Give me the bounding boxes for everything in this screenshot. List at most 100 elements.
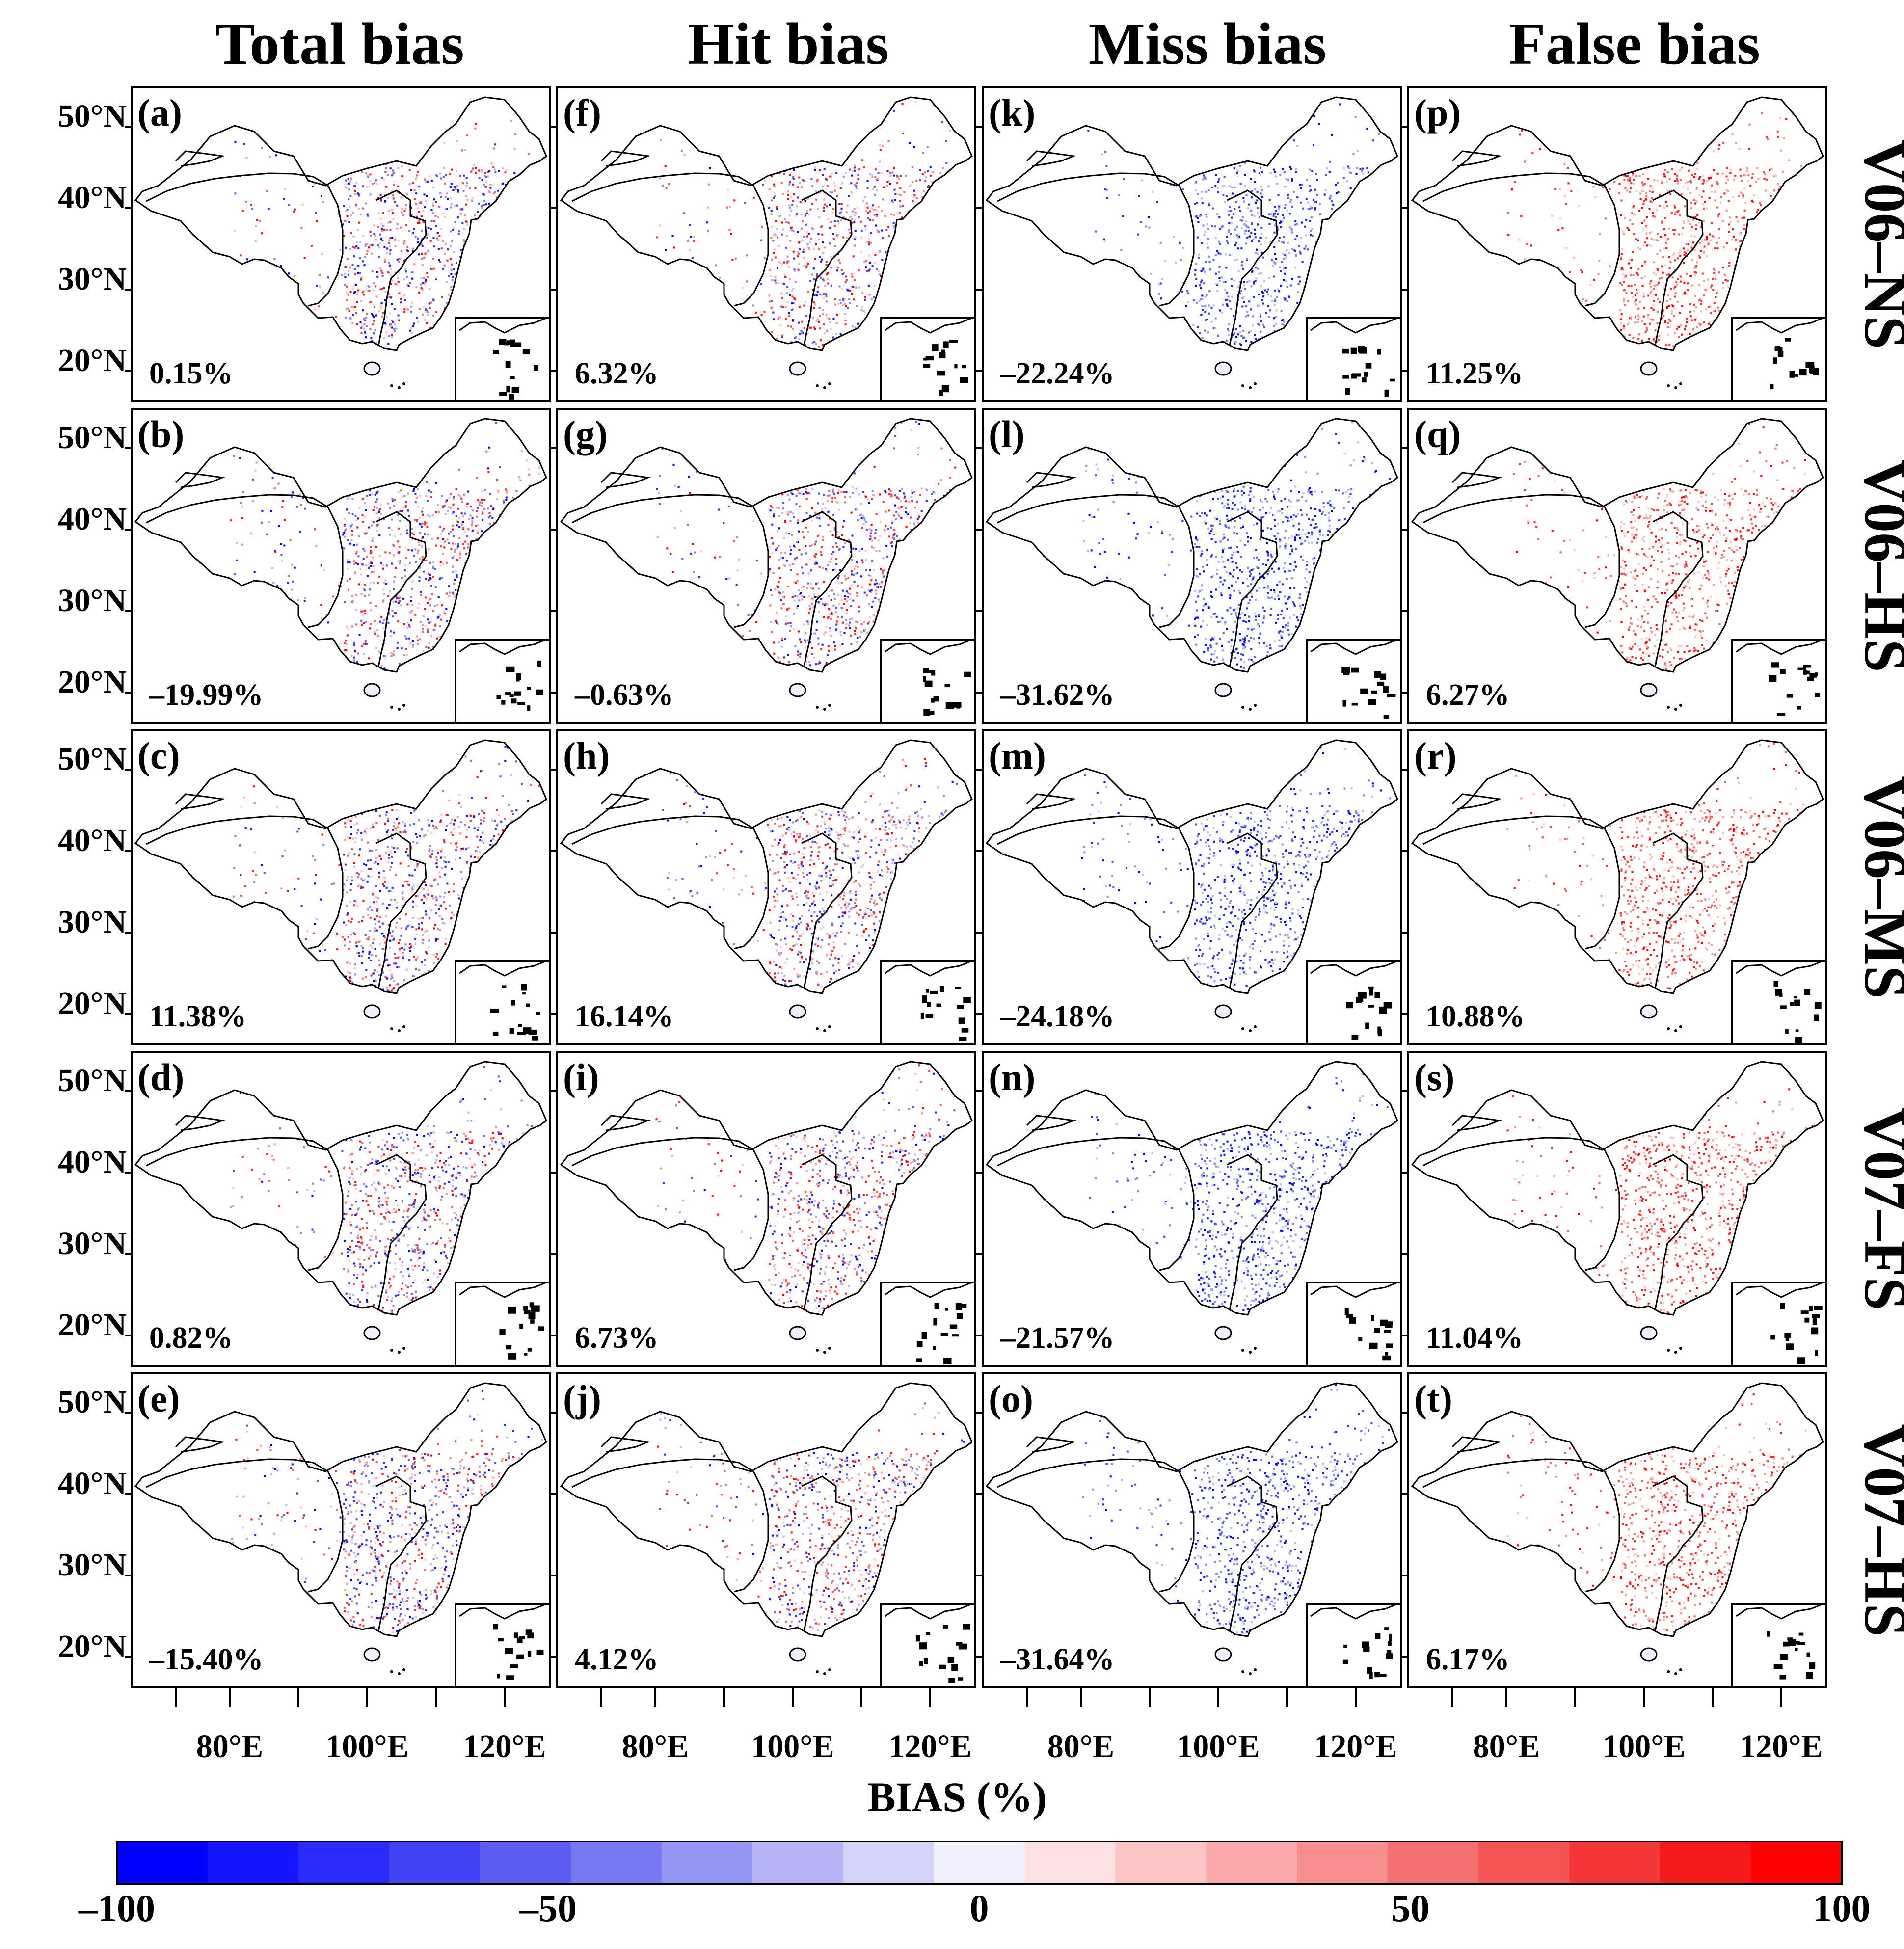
row-title-v07-fs: V07–FS [1852, 1107, 1904, 1310]
bias-pixel [480, 207, 483, 209]
bias-pixel [815, 243, 817, 245]
bias-pixel [1622, 268, 1625, 271]
bias-pixel [1250, 196, 1253, 199]
bias-pixel [400, 226, 402, 229]
bias-pixel [846, 237, 848, 239]
bias-pixel [839, 212, 841, 214]
bias-pixel [342, 223, 344, 226]
bias-pixel [1104, 151, 1107, 153]
inset-island [507, 340, 513, 345]
bias-pixel [778, 172, 781, 174]
bias-pixel [868, 254, 871, 257]
bias-pixel [1274, 253, 1276, 255]
bias-pixel [421, 253, 423, 255]
bias-pixel [1717, 147, 1720, 150]
bias-pixel [1718, 271, 1720, 274]
inset-island [506, 385, 510, 393]
bias-pixel [1250, 232, 1253, 234]
bias-pixel [1243, 200, 1245, 203]
bias-pixel [386, 252, 388, 254]
bias-pixel [762, 184, 764, 186]
bias-pixel [426, 233, 429, 236]
bias-pixel [842, 303, 844, 306]
bias-pixel [806, 246, 809, 248]
bias-pixel [760, 283, 762, 286]
bias-pixel [1743, 224, 1745, 226]
bias-pixel [1648, 338, 1650, 340]
bias-pixel [890, 213, 893, 215]
bias-pixel [799, 201, 802, 203]
bias-pixel [847, 307, 849, 309]
bias-pixel [1336, 182, 1339, 184]
bias-pixel [365, 202, 367, 205]
bias-pixel [1735, 239, 1737, 241]
bias-pixel [1214, 237, 1217, 240]
bias-pixel [478, 177, 481, 179]
inset-island [949, 340, 958, 343]
bias-pixel [780, 182, 783, 184]
bias-pixel [1648, 208, 1651, 210]
bias-pixel [1208, 255, 1210, 258]
bias-pixel [1218, 266, 1221, 268]
bias-pixel [913, 194, 916, 196]
bias-pixel [320, 195, 322, 197]
bias-pixel [1284, 272, 1286, 275]
lat-labels-row-3: 50°N 40°N 30°N 20°N [58, 741, 127, 1021]
bias-pixel [786, 292, 788, 294]
bias-pixel [234, 192, 237, 195]
bias-pixel [1243, 223, 1246, 226]
bias-pixel [876, 214, 878, 216]
bias-pixel [1518, 239, 1521, 241]
bias-pixel [1120, 249, 1123, 251]
bias-pixel [404, 207, 407, 210]
bias-pixel [1691, 226, 1693, 228]
bias-pixel [1295, 171, 1297, 173]
lat-label-20n: 20°N [58, 343, 127, 378]
bias-pixel [779, 316, 781, 319]
bias-pixel [1766, 178, 1768, 181]
bias-pixel [344, 284, 346, 286]
bias-pixel [719, 277, 721, 279]
bias-pixel [1670, 288, 1672, 290]
bias-pixel [774, 279, 777, 282]
bias-pixel [872, 188, 874, 191]
bias-pixel [797, 196, 799, 199]
bias-pixel [425, 308, 427, 310]
bias-pixel [1718, 237, 1720, 239]
bias-pixel [1208, 312, 1210, 315]
bias-pixel [825, 294, 828, 297]
lat-label-40n: 40°N [58, 180, 127, 215]
bias-pixel [1709, 233, 1711, 236]
bias-pixel [494, 168, 496, 171]
bias-pixel [1215, 272, 1217, 275]
bias-pixel [1311, 170, 1314, 172]
bias-pixel [348, 188, 350, 191]
bias-pixel [316, 285, 318, 287]
bias-pixel [1218, 271, 1220, 273]
bias-pixel [1689, 315, 1692, 318]
bias-pixel [444, 253, 446, 255]
bias-pixel [449, 258, 452, 260]
bias-pixel [768, 188, 771, 191]
bias-pixel [510, 119, 512, 122]
bias-pixel [1209, 268, 1211, 271]
bias-pixel [662, 184, 664, 187]
bias-pixel [485, 186, 487, 188]
map-panel: (p)11.25% [1401, 86, 1827, 402]
bias-pixel [1283, 171, 1286, 173]
bias-pixel [792, 328, 794, 330]
bias-pixel [1682, 227, 1684, 229]
bias-pixel [293, 211, 295, 213]
bias-pixel [877, 230, 880, 233]
small-island [390, 384, 393, 387]
bias-pixel [727, 188, 729, 191]
bias-pixel [1642, 315, 1645, 318]
bias-pixel [1106, 189, 1108, 191]
bias-pixel [1630, 274, 1632, 276]
bias-pixel [813, 307, 815, 309]
bias-pixel [319, 273, 321, 276]
bias-pixel [1633, 179, 1635, 181]
lat-label-50n: 50°N [58, 420, 127, 455]
bias-pixel [1160, 297, 1162, 300]
bias-pixel [322, 201, 324, 203]
